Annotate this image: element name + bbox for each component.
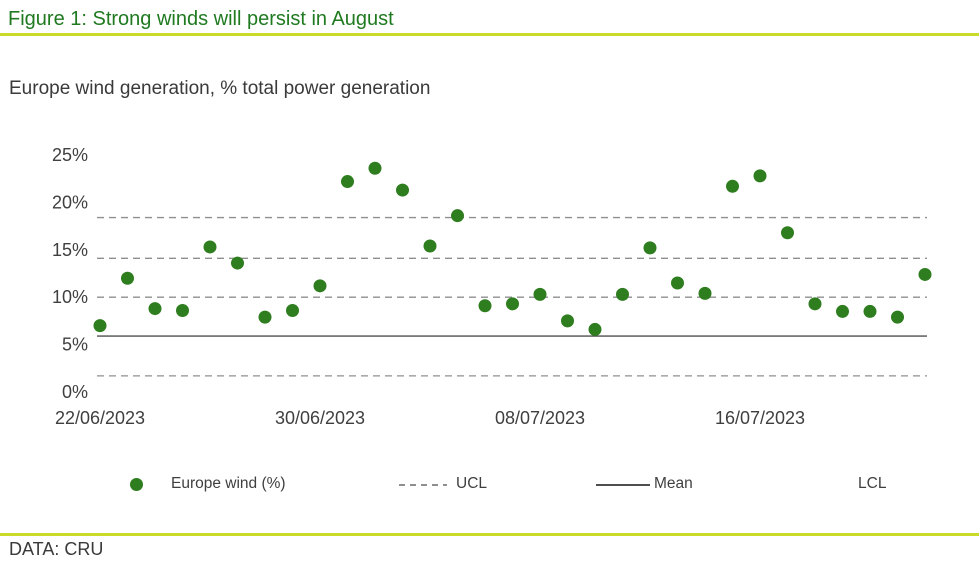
chart-subtitle: Europe wind generation, % total power ge…	[9, 78, 431, 99]
data-point	[286, 303, 299, 317]
data-source-label: DATA: CRU	[9, 539, 104, 559]
data-point	[423, 239, 437, 253]
legend-ucl-label: UCL	[456, 475, 488, 492]
data-point	[341, 175, 354, 189]
chart-legend: Europe wind (%) UCL Mean LCL	[0, 468, 979, 502]
data-point	[231, 256, 244, 270]
figure-title: Figure 1: Strong winds will persist in A…	[8, 8, 394, 30]
title-underline-rule	[0, 33, 979, 36]
y-axis-tick-label: 5%	[62, 335, 88, 355]
data-point	[891, 310, 904, 324]
data-point	[313, 279, 327, 293]
legend-lcl-label: LCL	[858, 475, 887, 492]
data-point	[478, 299, 492, 313]
data-point	[176, 303, 189, 317]
legend-europe-wind-dot-swatch	[130, 478, 143, 491]
data-point	[506, 297, 519, 311]
data-point	[148, 302, 162, 316]
y-axis-tick-label: 15%	[52, 240, 88, 260]
legend-lcl-blank-swatch	[800, 484, 848, 486]
footer-rule	[0, 533, 979, 536]
data-point	[451, 209, 464, 223]
y-axis-tick-label: 20%	[52, 192, 88, 212]
data-point	[671, 276, 684, 290]
data-point	[863, 304, 877, 318]
wind-generation-scatter-chart: 0% 5% 10% 15% 20% 25% 22/06/2023 30/06/2023 08/0…	[52, 145, 932, 428]
data-point	[396, 183, 409, 197]
data-point	[616, 287, 629, 301]
data-point	[588, 322, 602, 336]
data-point	[121, 271, 134, 285]
y-axis-tick-label: 0%	[62, 382, 88, 402]
data-point	[561, 314, 574, 328]
data-point	[698, 286, 712, 300]
legend-mean-label: Mean	[654, 475, 693, 492]
y-axis-tick-label: 10%	[52, 287, 88, 307]
x-axis-tick-label: 30/06/2023	[275, 408, 365, 428]
data-point	[533, 287, 547, 301]
x-axis-tick-label: 16/07/2023	[715, 408, 805, 428]
data-point	[368, 161, 382, 175]
x-axis-tick-label: 22/06/2023	[55, 408, 145, 428]
data-point	[808, 297, 822, 311]
data-point	[753, 169, 767, 183]
data-point	[836, 304, 849, 318]
data-point	[203, 240, 217, 254]
legend-ucl-dashed-swatch	[399, 484, 447, 486]
data-point	[93, 319, 107, 333]
data-point	[643, 241, 657, 255]
x-axis-tick-label: 08/07/2023	[495, 408, 585, 428]
data-point	[918, 267, 932, 281]
data-point	[781, 226, 794, 240]
data-point	[726, 179, 739, 193]
legend-mean-line-swatch	[596, 484, 650, 486]
legend-europe-wind-label: Europe wind (%)	[171, 475, 286, 492]
data-point	[258, 310, 272, 324]
y-axis-tick-label: 25%	[52, 145, 88, 165]
